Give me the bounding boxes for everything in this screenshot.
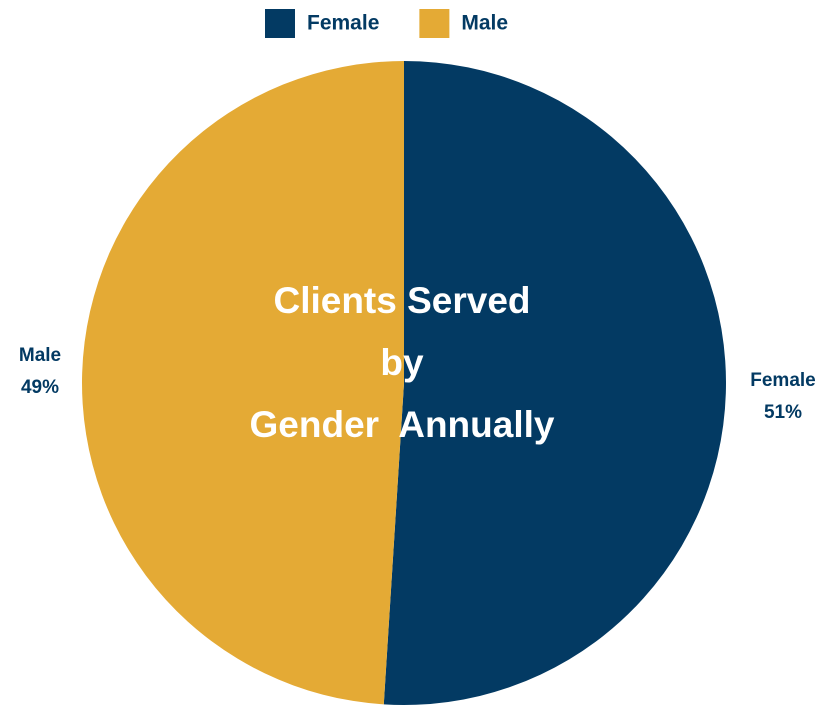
legend-swatch <box>265 9 295 38</box>
slice-label-name: Female <box>750 370 815 391</box>
chart-title: by <box>380 342 424 383</box>
slice-label-value: 51% <box>764 402 802 423</box>
chart-title: Clients Served <box>273 280 530 321</box>
slice-label-value: 49% <box>21 377 59 398</box>
slice-label-name: Male <box>19 345 61 366</box>
legend-label: Female <box>307 12 379 35</box>
chart-title: Gender Annually <box>250 404 555 445</box>
pie-slice <box>383 61 726 705</box>
pie-slice <box>81 61 404 705</box>
legend-swatch <box>419 9 450 38</box>
pie <box>81 61 726 705</box>
legend-label: Male <box>461 12 508 35</box>
